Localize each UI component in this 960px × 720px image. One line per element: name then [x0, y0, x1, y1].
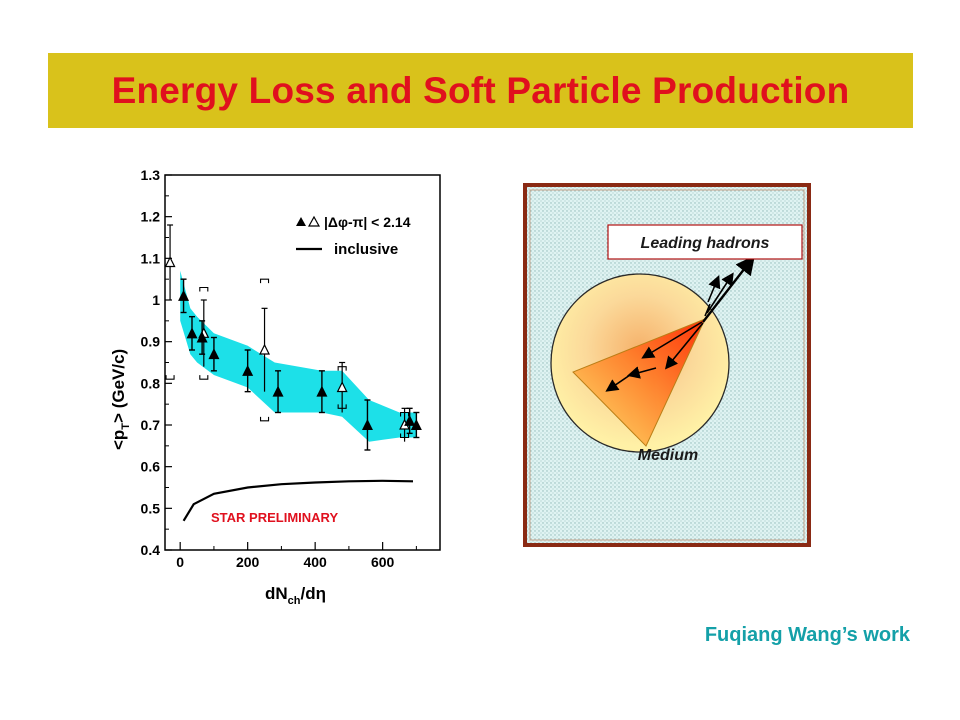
filled-point — [196, 320, 208, 355]
data-points — [165, 224, 422, 451]
leading-jet-arrow — [702, 255, 755, 323]
filled-point — [410, 411, 422, 439]
y-tick-label: 0.5 — [141, 500, 161, 516]
x-tick-label: 400 — [303, 554, 327, 570]
recoil-arrow-3 — [626, 366, 657, 379]
pt-vs-multiplicity-chart: 0.40.50.60.70.80.911.11.21.3 0 200 400 600 … — [109, 167, 441, 607]
y-tick-label: 0.8 — [141, 375, 161, 391]
filled-point — [178, 278, 190, 314]
filled-point — [404, 407, 416, 435]
y-tick-label: 1.1 — [141, 250, 161, 266]
diagram-inner-frame — [529, 189, 805, 541]
x-tick-label: 600 — [371, 554, 395, 570]
y-tick-label: 1 — [152, 292, 160, 308]
title-bar: Energy Loss and Soft Particle Production — [48, 53, 913, 128]
leading-hadrons-label: Leading hadrons — [641, 235, 770, 252]
y-tick-label: 0.6 — [141, 459, 161, 475]
inclusive-curve — [182, 479, 414, 522]
filled-point — [186, 315, 198, 351]
legend-inclusive-label: inclusive — [334, 241, 398, 258]
x-tick-label: 200 — [236, 554, 260, 570]
legend: |Δφ-π| < 2.14 inclusive — [296, 214, 411, 258]
page-title: Energy Loss and Soft Particle Production — [111, 69, 850, 111]
legend-filled-marker — [296, 217, 306, 226]
preliminary-label: STAR PRELIMINARY — [211, 510, 338, 525]
open-point — [336, 361, 348, 413]
y-tick-label: 1.2 — [141, 209, 161, 225]
x-tick-label: 0 — [176, 554, 184, 570]
y-axis: 0.4 0.5 0.6 0.7 0.8 0.9 1 1.1 1.2 1.3 — [141, 167, 172, 558]
y-axis-label: <pT> (GeV/c) — [109, 349, 132, 450]
filled-point — [208, 336, 220, 372]
jet-medium-diagram: Leading hadrons Medium — [523, 183, 811, 547]
y-tick-label: 0.9 — [141, 334, 161, 350]
filled-point — [242, 349, 254, 393]
leading-hadrons-box — [607, 224, 803, 260]
legend-cut-label: |Δφ-π| < 2.14 — [324, 214, 411, 230]
away-side-cone — [572, 318, 706, 447]
filled-point — [361, 399, 373, 451]
filled-point — [272, 370, 284, 414]
filled-point — [316, 370, 328, 414]
credit-text: Fuqiang Wang’s work — [704, 624, 910, 646]
legend-open-marker — [307, 215, 321, 227]
medium-label: Medium — [638, 447, 698, 464]
x-axis: 0 200 400 600 — [176, 542, 417, 570]
y-tick-label: 0.7 — [141, 417, 161, 433]
y-tick-label: 0.4 — [141, 542, 161, 558]
leading-arrow-3 — [707, 275, 721, 303]
leading-arrow-2 — [706, 272, 734, 314]
x-axis-label: dNch/dη — [265, 584, 326, 607]
y-tick-label: 1.3 — [141, 167, 161, 183]
open-point — [165, 224, 176, 380]
recoil-arrow-4 — [605, 374, 631, 392]
leading-arrow-base — [704, 303, 711, 317]
recoil-arrow-2 — [664, 322, 704, 370]
particle-arrows — [605, 255, 755, 392]
systematic-band — [180, 270, 417, 442]
open-point — [259, 278, 271, 422]
recoil-arrow-1 — [641, 321, 703, 359]
